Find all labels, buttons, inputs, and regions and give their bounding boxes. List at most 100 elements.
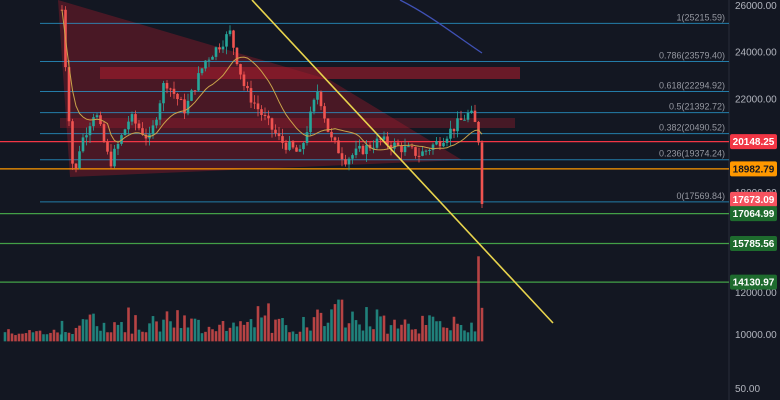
candle-body <box>361 145 365 155</box>
volume-bar <box>239 321 242 342</box>
candle-body <box>480 142 484 204</box>
volume-bar <box>158 331 162 342</box>
volume-bar <box>281 318 284 342</box>
volume-bar <box>442 327 445 342</box>
candle-body <box>288 141 291 150</box>
candle-body <box>414 147 417 156</box>
candle-body <box>463 119 466 121</box>
volume-bar <box>424 325 428 342</box>
candle-body <box>442 142 445 147</box>
volume-bar <box>162 319 165 342</box>
support-zone <box>60 118 515 128</box>
volume-bar <box>361 330 365 342</box>
candle-body <box>102 124 106 142</box>
candle-body <box>123 129 127 136</box>
volume-bar <box>228 327 232 342</box>
volume-bar <box>186 327 190 342</box>
candle-body <box>228 30 232 35</box>
volume-bar <box>190 318 193 342</box>
price-tag <box>730 274 777 290</box>
volume-bar <box>403 319 407 342</box>
volume-bar <box>323 326 326 342</box>
volume-bar <box>393 319 396 342</box>
price-tag <box>730 191 777 207</box>
candle-body <box>400 145 403 153</box>
candle-body <box>155 119 158 126</box>
candle-body <box>78 151 81 169</box>
moving-average-line <box>61 9 483 151</box>
volume-bar <box>344 327 347 342</box>
volume-bar <box>414 329 417 342</box>
volume-bar <box>417 333 421 342</box>
volume-bar <box>137 329 141 342</box>
candle-body <box>309 111 312 133</box>
candle-body <box>456 118 459 132</box>
long-moving-average-line <box>399 0 483 54</box>
volume-bar <box>211 329 214 342</box>
y-axis-tick-label: 12000.00 <box>735 288 777 299</box>
volume-bar <box>354 320 358 342</box>
fib-level-label: 0.236(19374.24) <box>659 149 725 159</box>
volume-bar <box>277 318 281 342</box>
volume-bar <box>221 321 225 342</box>
candle-body <box>473 110 477 122</box>
candle-body <box>134 114 137 124</box>
candle-body <box>449 128 452 139</box>
candle-body <box>183 99 186 114</box>
volume-bar <box>78 325 81 342</box>
volume-bar <box>466 332 470 342</box>
candle-body <box>92 117 95 127</box>
candle-body <box>403 146 407 153</box>
volume-bar <box>480 307 484 342</box>
volume-bar <box>45 334 49 342</box>
candle-body <box>410 146 414 148</box>
candle-body <box>253 102 256 104</box>
candle-body <box>130 114 134 122</box>
volume-bar <box>267 303 270 342</box>
candle-body <box>295 147 298 152</box>
candle-body <box>435 141 438 145</box>
volume-bar <box>7 329 10 342</box>
candle-body <box>221 46 225 50</box>
candle-body <box>365 144 368 155</box>
candle-body <box>260 109 263 115</box>
candle-body <box>165 83 169 89</box>
volume-bar <box>64 332 67 342</box>
volume-bar <box>270 332 274 342</box>
candle-body <box>141 128 144 135</box>
volume-bar <box>95 326 99 342</box>
candle-body <box>316 91 319 100</box>
candle-body <box>109 151 113 167</box>
volume-bar <box>151 316 155 342</box>
candle-body <box>144 134 148 139</box>
candle-body <box>197 73 200 91</box>
volume-bar <box>24 333 28 342</box>
volume-bar <box>326 322 330 342</box>
volume-bar <box>67 332 71 342</box>
candle-body <box>232 30 235 48</box>
candle-body <box>193 90 197 92</box>
candle-body <box>67 67 71 122</box>
volume-bar <box>333 304 337 342</box>
volume-bar <box>400 324 403 342</box>
candle-body <box>477 121 480 143</box>
candle-body <box>337 140 340 154</box>
volume-bar <box>17 333 21 342</box>
candle-body <box>277 133 281 137</box>
candle-body <box>246 86 249 89</box>
volume-bar <box>235 326 239 342</box>
candle-body <box>351 155 354 159</box>
fib-level-label: 0.618(22294.92) <box>659 81 725 91</box>
volume-bar <box>284 325 288 342</box>
volume-bar <box>379 316 382 342</box>
candle-body <box>347 158 351 165</box>
candle-body <box>431 144 435 151</box>
volume-bar <box>99 330 102 342</box>
candle-body <box>214 47 218 57</box>
candle-body <box>204 60 207 69</box>
candle-body <box>358 145 361 149</box>
candle-body <box>312 99 316 112</box>
volume-bar <box>10 333 14 342</box>
